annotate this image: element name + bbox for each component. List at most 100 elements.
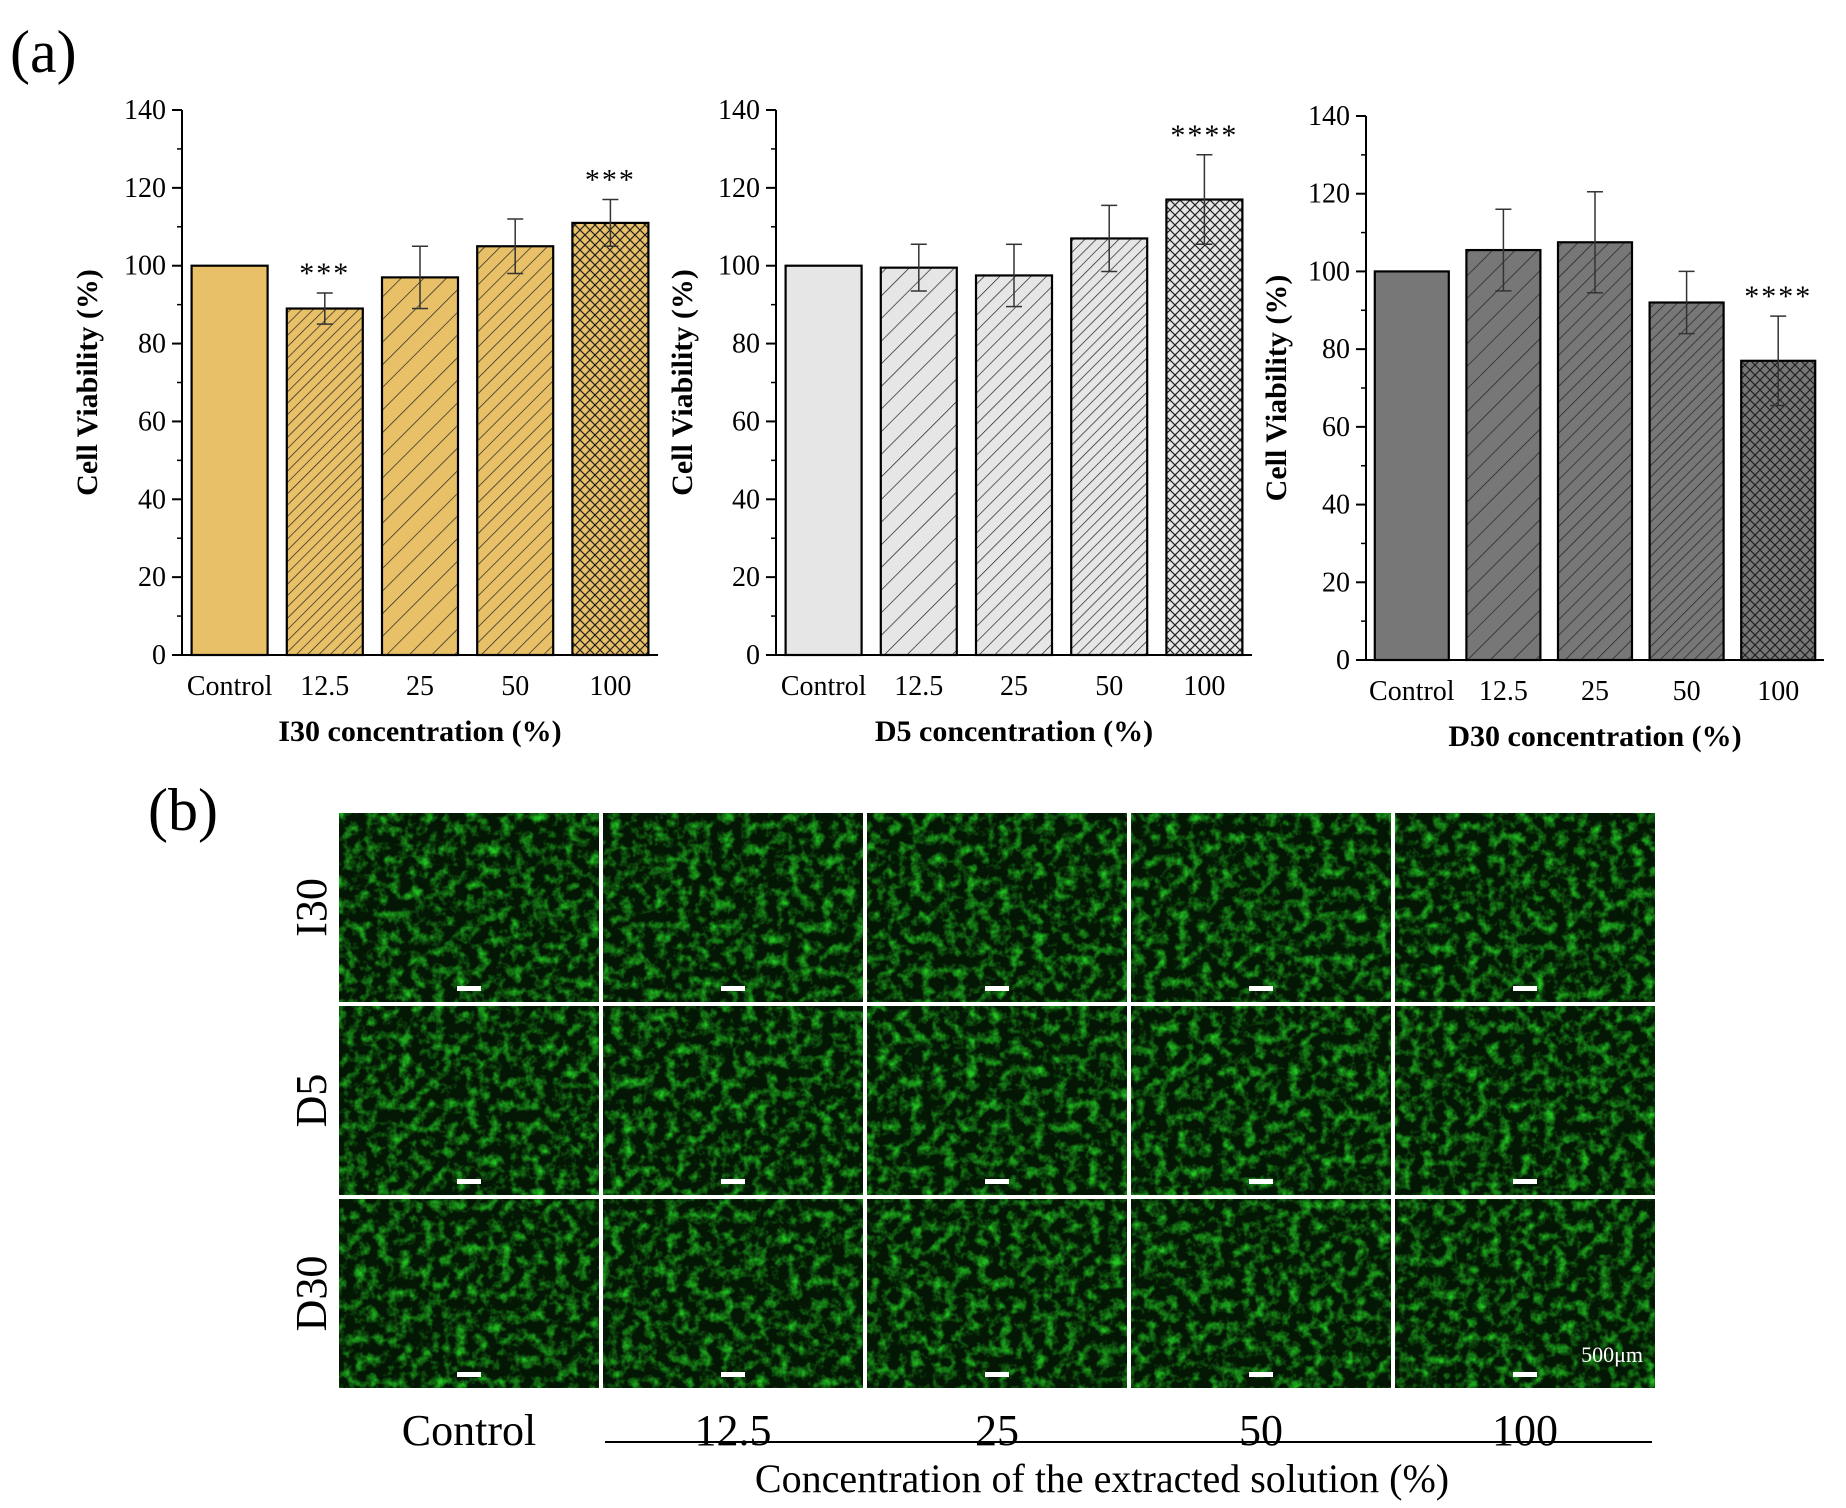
y-tick-label: 80	[138, 329, 166, 360]
x-tick-label: 12.5	[894, 671, 943, 702]
micrograph-fluorescence	[1395, 813, 1655, 1002]
bar-outline	[190, 264, 269, 657]
bar-outline	[1373, 270, 1450, 662]
micrograph-fluorescence	[339, 813, 599, 1002]
micrograph-i30-2	[867, 813, 1127, 1002]
micrograph-d30-4	[1395, 1199, 1655, 1388]
micrograph-fluorescence	[1131, 1199, 1391, 1388]
y-tick-label: 60	[732, 406, 760, 437]
micrograph-d5-3	[1131, 1006, 1391, 1195]
grid-column-label: 12.5	[695, 1406, 772, 1455]
bar-pattern-overlay	[382, 277, 458, 655]
y-tick-label: 80	[732, 329, 760, 360]
significance-label: ***	[299, 257, 350, 290]
y-tick-label: 100	[1308, 256, 1350, 287]
scale-bar	[721, 986, 745, 991]
grid-column-label: 50	[1239, 1406, 1283, 1455]
bar-i30-0	[191, 265, 268, 655]
x-tick-label: 50	[501, 671, 529, 702]
micrograph-fluorescence	[1395, 1006, 1655, 1195]
y-tick-label: 0	[152, 640, 166, 671]
y-tick-label: 140	[718, 95, 760, 126]
scale-bar	[1249, 1372, 1273, 1377]
scale-bar	[457, 1179, 481, 1184]
y-tick-label: 100	[124, 251, 166, 282]
scale-bar	[1249, 986, 1273, 991]
y-tick-label: 120	[124, 173, 166, 204]
y-tick-label: 20	[1322, 567, 1350, 598]
y-tick-label: 60	[1322, 412, 1350, 443]
x-tick-label: 12.5	[1479, 676, 1528, 707]
y-tick-label: 120	[1308, 179, 1350, 210]
bar-pattern-overlay	[477, 246, 554, 655]
y-tick-label: 40	[732, 484, 760, 515]
chart-i30-viability: 0 20 40 60 80 100 120 140 Control *** 12.5 25 50 *** 1…	[71, 95, 658, 748]
significance-label: ****	[1170, 119, 1238, 152]
bar-pattern-overlay	[1166, 199, 1243, 656]
scale-bar	[1513, 1372, 1537, 1377]
scale-bar	[721, 1372, 745, 1377]
y-tick-label: 20	[138, 562, 166, 593]
y-tick-label: 40	[1322, 490, 1350, 521]
grid-row-label: I30	[287, 878, 336, 937]
micrograph-i30-0	[339, 813, 599, 1002]
y-axis-title: Cell Viability (%)	[666, 269, 699, 496]
y-tick-label: 140	[124, 95, 166, 126]
bar-pattern-overlay	[1558, 242, 1632, 661]
micrograph-fluorescence	[867, 1006, 1127, 1195]
micrograph-d30-3	[1131, 1199, 1391, 1388]
y-tick-label: 100	[718, 251, 760, 282]
bar-pattern-overlay	[1741, 360, 1816, 660]
y-tick-label: 0	[746, 640, 760, 671]
scale-bar	[985, 1179, 1009, 1184]
x-tick-label: 100	[1183, 671, 1225, 702]
micrograph-d30-1	[603, 1199, 863, 1388]
x-tick-label: 50	[1673, 676, 1701, 707]
chart-d5-viability: 0 20 40 60 80 100 120 140 Control 12.5 25 50 **** 100…	[666, 95, 1252, 748]
micrograph-grid: I30 D5 D30 500μm Control 12.5 25 50 100	[287, 811, 1657, 1455]
y-axis-title: Cell Viability (%)	[1260, 275, 1293, 502]
grid-column-label: 100	[1492, 1406, 1558, 1455]
bar-d30-0	[1374, 271, 1449, 660]
grid-column-label: Control	[402, 1406, 536, 1455]
y-tick-label: 20	[732, 562, 760, 593]
significance-label: ***	[585, 164, 636, 197]
panel-a-label: (a)	[10, 19, 77, 85]
bar-pattern-overlay	[1466, 250, 1541, 661]
y-tick-label: 80	[1322, 334, 1350, 365]
scale-bar	[721, 1179, 745, 1184]
bar-d5-0	[785, 265, 862, 655]
micrograph-fluorescence	[867, 1199, 1127, 1388]
bar-pattern-overlay	[572, 222, 649, 655]
micrograph-fluorescence	[867, 813, 1127, 1002]
panel-b-label: (b)	[148, 777, 218, 843]
micrograph-i30-3	[1131, 813, 1391, 1002]
micrograph-d5-0	[339, 1006, 599, 1195]
x-tick-label: 25	[406, 671, 434, 702]
y-tick-label: 120	[718, 173, 760, 204]
bar-pattern-overlay	[880, 267, 957, 655]
y-tick-label: 40	[138, 484, 166, 515]
y-tick-label: 0	[1336, 645, 1350, 676]
y-axis-title: Cell Viability (%)	[71, 269, 104, 496]
micrograph-fluorescence	[339, 1006, 599, 1195]
micrograph-fluorescence	[603, 813, 863, 1002]
x-tick-label: 50	[1095, 671, 1123, 702]
micrograph-d30-2	[867, 1199, 1127, 1388]
scale-bar-label: 500μm	[1581, 1342, 1643, 1367]
micrograph-d5-1	[603, 1006, 863, 1195]
x-tick-label: 100	[1757, 676, 1799, 707]
x-axis-title: D30 concentration (%)	[1448, 720, 1741, 753]
bar-pattern-overlay	[1071, 238, 1148, 655]
bar-pattern-overlay	[286, 308, 363, 655]
micrograph-fluorescence	[603, 1006, 863, 1195]
y-tick-label: 60	[138, 406, 166, 437]
scale-bar	[1249, 1179, 1273, 1184]
x-tick-label: 100	[589, 671, 631, 702]
bar-pattern-overlay	[1649, 302, 1724, 660]
grid-row-label: D5	[287, 1074, 336, 1128]
micrograph-fluorescence	[603, 1199, 863, 1388]
scale-bar	[985, 986, 1009, 991]
micrograph-d5-4	[1395, 1006, 1655, 1195]
micrograph-fluorescence	[1131, 813, 1391, 1002]
